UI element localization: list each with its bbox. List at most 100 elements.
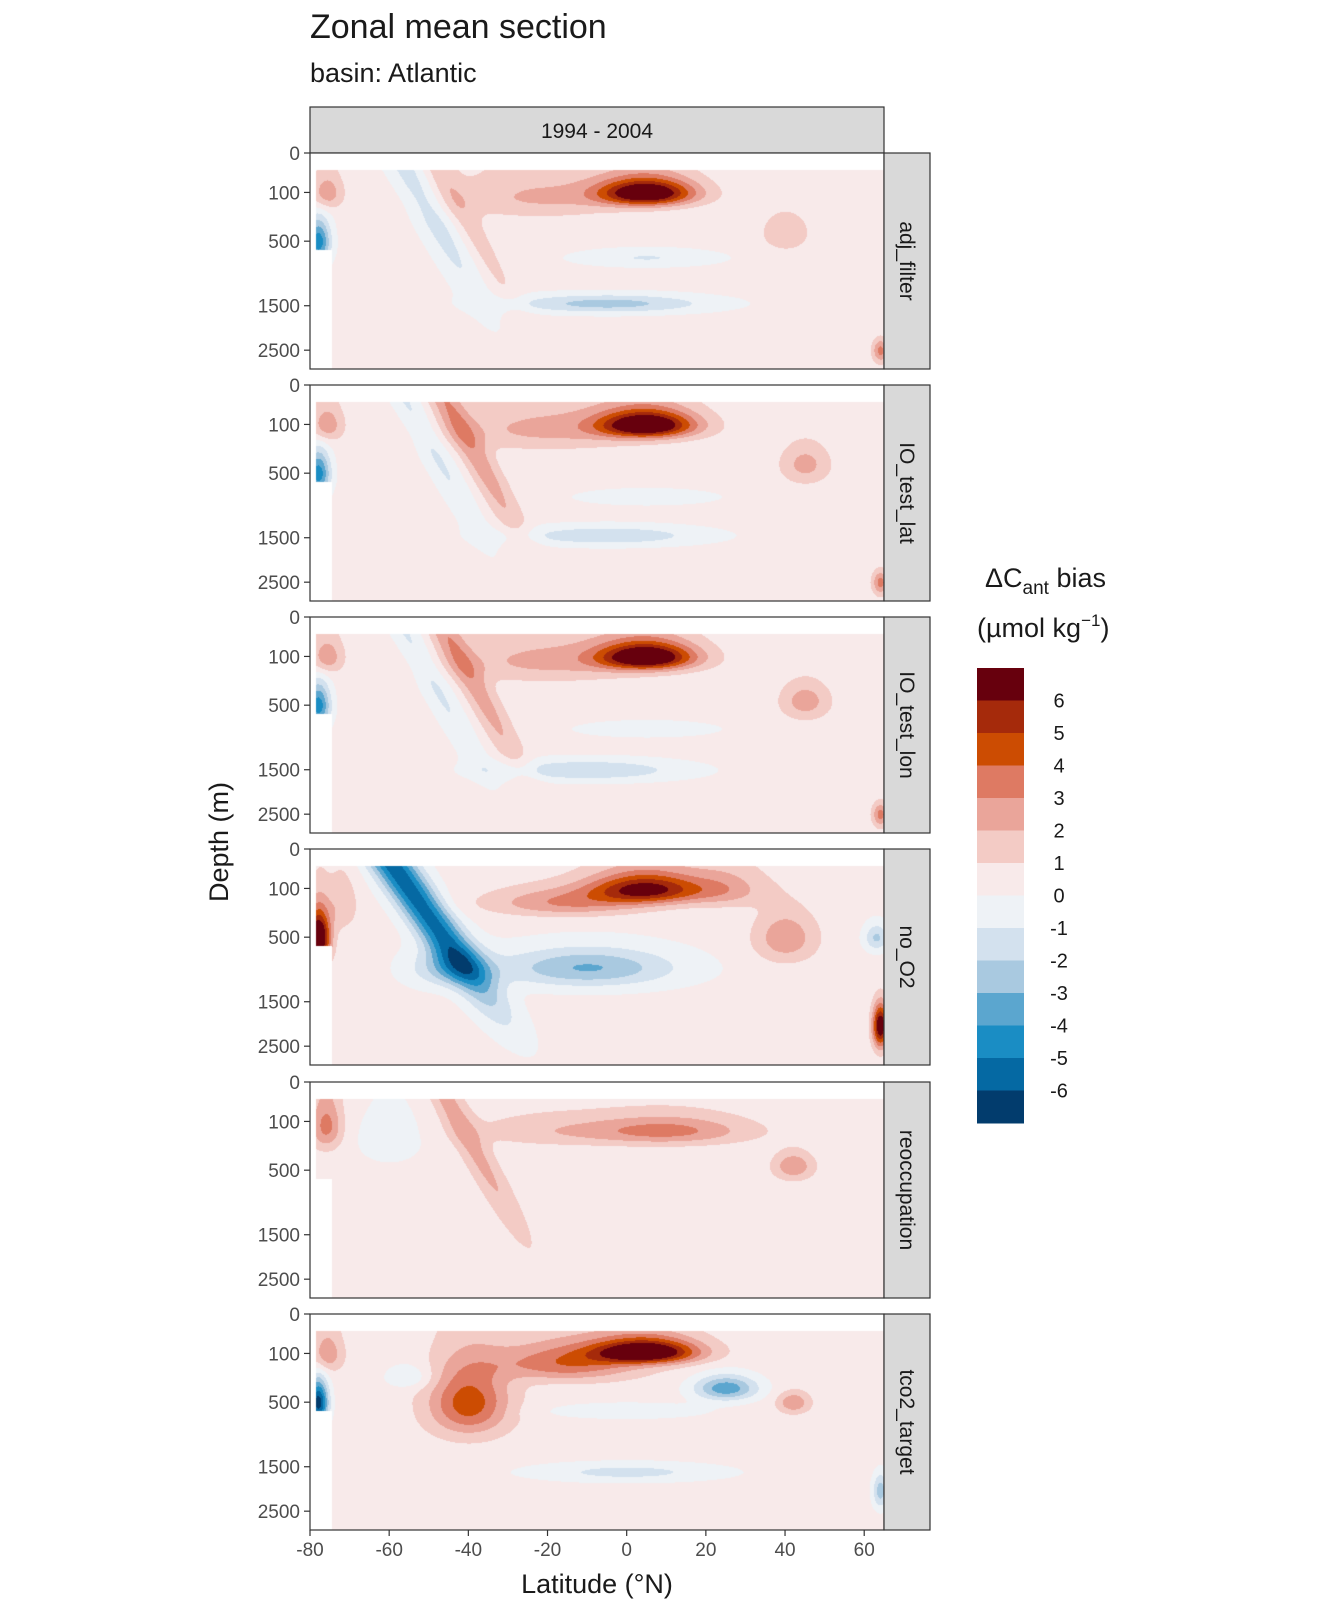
x-tick-label: 60 bbox=[854, 1540, 875, 1561]
legend-label: 6 bbox=[1053, 691, 1064, 713]
row-strip-label: no_O2 bbox=[895, 925, 918, 988]
row-strip-label: tco2_target bbox=[895, 1369, 918, 1474]
y-tick-label: 2500 bbox=[258, 1270, 300, 1291]
legend-label: -3 bbox=[1050, 983, 1068, 1005]
column-strip: 1994 - 2004 bbox=[309, 106, 885, 154]
legend-label: -6 bbox=[1050, 1081, 1068, 1103]
row-strip bbox=[883, 1313, 931, 1531]
legend: ΔCant bias (µmol kg−1) 6 5 4 3 2 1 0 -1 -2 -3 -4 -5… bbox=[977, 563, 1109, 1124]
y-tick-label: 2500 bbox=[258, 1502, 300, 1523]
chart-subtitle: basin: Atlantic bbox=[310, 58, 477, 88]
y-tick-label: 1500 bbox=[258, 761, 300, 782]
legend-label: 1 bbox=[1053, 853, 1064, 875]
legend-unit-suffix: ) bbox=[1100, 613, 1109, 643]
x-tick-label: 40 bbox=[774, 1540, 795, 1561]
legend-swatch bbox=[977, 993, 1024, 1026]
legend-swatch bbox=[977, 733, 1024, 766]
bias-field-IO_test_lat bbox=[310, 385, 884, 601]
y-tick-label: 100 bbox=[268, 879, 300, 900]
legend-swatch bbox=[977, 668, 1024, 701]
legend-title-tail: bias bbox=[1049, 563, 1106, 593]
y-tick-label: 100 bbox=[268, 183, 300, 204]
y-tick-label: 500 bbox=[268, 696, 300, 717]
y-tick-label: 0 bbox=[289, 1305, 300, 1326]
panel-adj_filter: adj_filter 0 100 500 1500 2500 bbox=[258, 144, 931, 370]
row-strip bbox=[883, 848, 931, 1066]
row-strip bbox=[883, 616, 931, 834]
y-axis-title: Depth (m) bbox=[204, 782, 234, 902]
y-tick-label: 1500 bbox=[258, 1458, 300, 1479]
x-tick-label: 20 bbox=[695, 1540, 716, 1561]
bias-field-reoccupation bbox=[310, 1082, 884, 1298]
legend-swatch bbox=[977, 1058, 1024, 1091]
legend-swatch bbox=[977, 863, 1024, 896]
legend-title-sub: ant bbox=[1023, 578, 1050, 599]
row-strip-label: IO_test_lon bbox=[895, 671, 918, 778]
x-axis-title: Latitude (°N) bbox=[521, 1569, 673, 1599]
bias-field-IO_test_lon bbox=[310, 617, 884, 833]
panel-tco2_target: tco2_target 0 100 500 1500 2500 bbox=[258, 1305, 931, 1531]
y-tick-label: 2500 bbox=[258, 805, 300, 826]
y-tick-label: 500 bbox=[268, 1393, 300, 1414]
legend-unit: (µmol kg−1) bbox=[977, 611, 1109, 643]
y-tick-label: 500 bbox=[268, 928, 300, 949]
bias-field-no_O2 bbox=[310, 849, 884, 1065]
row-strip bbox=[883, 1081, 931, 1299]
legend-label: 3 bbox=[1053, 788, 1064, 810]
y-tick-label: 1500 bbox=[258, 1226, 300, 1247]
legend-label: -2 bbox=[1050, 951, 1068, 973]
y-tick-label: 500 bbox=[268, 464, 300, 485]
y-tick-label: 0 bbox=[289, 1073, 300, 1094]
y-tick-label: 100 bbox=[268, 1344, 300, 1365]
legend-label: -4 bbox=[1050, 1016, 1068, 1038]
y-tick-label: 1500 bbox=[258, 993, 300, 1014]
y-tick-label: 2500 bbox=[258, 1037, 300, 1058]
y-tick-label: 100 bbox=[268, 415, 300, 436]
legend-label: 0 bbox=[1053, 886, 1064, 908]
bias-field-tco2_target bbox=[310, 1314, 884, 1530]
legend-unit-prefix: (µmol kg bbox=[977, 613, 1081, 643]
y-tick-label: 0 bbox=[289, 144, 300, 165]
legend-swatch bbox=[977, 960, 1024, 994]
legend-swatch bbox=[977, 830, 1024, 864]
column-strip-label: 1994 - 2004 bbox=[541, 120, 653, 143]
legend-swatch bbox=[977, 928, 1024, 961]
y-tick-label: 2500 bbox=[258, 573, 300, 594]
legend-label: 4 bbox=[1053, 756, 1064, 778]
x-tick-label: -60 bbox=[375, 1540, 402, 1561]
panel-IO_test_lon: IO_test_lon 0 100 500 1500 2500 bbox=[258, 608, 931, 834]
legend-colorbar: 6 5 4 3 2 1 0 -1 -2 -3 -4 -5 -6 bbox=[977, 668, 1068, 1124]
legend-swatch bbox=[977, 765, 1024, 799]
x-tick-label: 0 bbox=[621, 1540, 632, 1561]
legend-swatch bbox=[977, 1090, 1024, 1124]
y-tick-label: 500 bbox=[268, 1161, 300, 1182]
chart-title: Zonal mean section bbox=[310, 8, 607, 46]
legend-swatch bbox=[977, 700, 1024, 734]
y-tick-label: 0 bbox=[289, 608, 300, 629]
x-tick-label: -40 bbox=[455, 1540, 482, 1561]
x-axis: -80 -60 -40 -20 0 20 40 60 bbox=[296, 1530, 875, 1561]
row-strip-label: reoccupation bbox=[895, 1130, 918, 1250]
y-tick-label: 1500 bbox=[258, 529, 300, 550]
y-tick-label: 2500 bbox=[258, 341, 300, 362]
legend-swatch bbox=[977, 798, 1024, 831]
x-tick-label: -80 bbox=[296, 1540, 323, 1561]
legend-swatch bbox=[977, 895, 1024, 929]
y-tick-label: 0 bbox=[289, 376, 300, 397]
row-strip-label: adj_filter bbox=[895, 221, 918, 300]
panel-IO_test_lat: IO_test_lat 0 100 500 1500 2500 bbox=[258, 376, 931, 602]
legend-swatch bbox=[977, 1025, 1024, 1059]
panel-no_O2: no_O2 0 100 500 1500 2500 bbox=[258, 840, 931, 1066]
legend-label: -1 bbox=[1050, 918, 1068, 940]
panels: adj_filter 0 100 500 1500 2500 IO_test_lat 0 100… bbox=[258, 144, 931, 1531]
row-strip bbox=[883, 152, 931, 370]
y-tick-label: 0 bbox=[289, 840, 300, 861]
bias-field-adj_filter bbox=[310, 153, 884, 369]
row-strip bbox=[883, 384, 931, 602]
panel-reoccupation: reoccupation 0 100 500 1500 2500 bbox=[258, 1073, 931, 1299]
y-tick-label: 500 bbox=[268, 232, 300, 253]
y-tick-label: 100 bbox=[268, 1112, 300, 1133]
legend-title-main: ΔC bbox=[985, 563, 1023, 593]
x-tick-label: -20 bbox=[534, 1540, 561, 1561]
